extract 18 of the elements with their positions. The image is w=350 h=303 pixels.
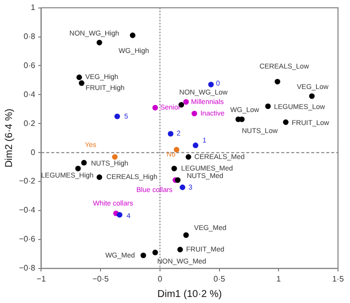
y-tick-label: −0·8 [19, 264, 36, 273]
y-axis-title: Dim2 (6·4 %) [4, 108, 15, 168]
y-tick-label: −0·6 [19, 234, 36, 244]
x-axis-title: Dim1 (10·2 %) [157, 288, 222, 300]
x-tick-label: 1 [276, 274, 282, 284]
x-tick-label: 0·5 [214, 274, 226, 284]
x-tick-label: −1 [36, 274, 46, 284]
y-tick-label: 0·2 [24, 118, 36, 128]
y-tick-label: 0·6 [24, 60, 36, 70]
y-tick-label: −0·4 [19, 206, 36, 215]
x-tick-label: 0 [158, 274, 163, 284]
y-tick-label: 0 [30, 148, 36, 157]
y-tick-label: 1 [30, 3, 36, 12]
x-tick-label: −0·5 [92, 274, 110, 284]
y-tick-label: 0·8 [24, 32, 36, 41]
y-tick-label: −0·2 [19, 176, 36, 186]
y-tick-label: 0·4 [24, 90, 36, 99]
x-tick-label: 1·5 [332, 274, 344, 284]
